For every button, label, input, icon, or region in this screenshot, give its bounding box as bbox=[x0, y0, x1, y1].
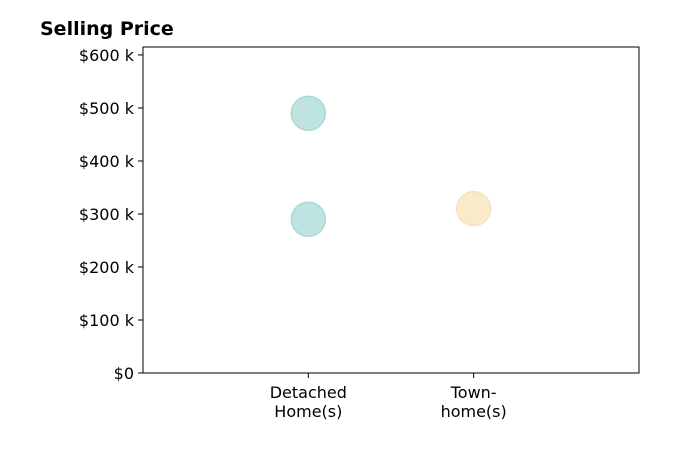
x-axis: Detached Home(s) Town-home(s) bbox=[270, 373, 507, 421]
y-tick-label: $300 k bbox=[79, 205, 135, 224]
x-tick-label-line: Town- bbox=[450, 383, 497, 402]
y-tick-label: $200 k bbox=[79, 258, 135, 277]
data-point-2 bbox=[455, 190, 492, 227]
y-tick-label: $0 bbox=[114, 364, 134, 383]
x-tick-label-line: Home(s) bbox=[274, 402, 342, 421]
y-tick-label: $100 k bbox=[79, 311, 135, 330]
x-tick-label: Town-home(s) bbox=[441, 383, 507, 421]
plot-area bbox=[290, 95, 492, 238]
chart-title: Selling Price bbox=[40, 18, 174, 40]
plot-frame bbox=[142, 46, 640, 374]
data-point-1 bbox=[290, 201, 327, 238]
y-tick-label: $500 k bbox=[79, 99, 135, 118]
x-tick-label-line: home(s) bbox=[441, 402, 507, 421]
data-point-0 bbox=[290, 95, 327, 132]
y-tick-label: $600 k bbox=[79, 46, 135, 65]
y-tick-label: $400 k bbox=[79, 152, 135, 171]
y-axis: $0 $100 k $200 k $300 k $400 k $500 k $600 k bbox=[79, 46, 143, 383]
x-tick-label: Detached Home(s) bbox=[270, 383, 347, 421]
x-tick-label-line: Detached bbox=[270, 383, 347, 402]
